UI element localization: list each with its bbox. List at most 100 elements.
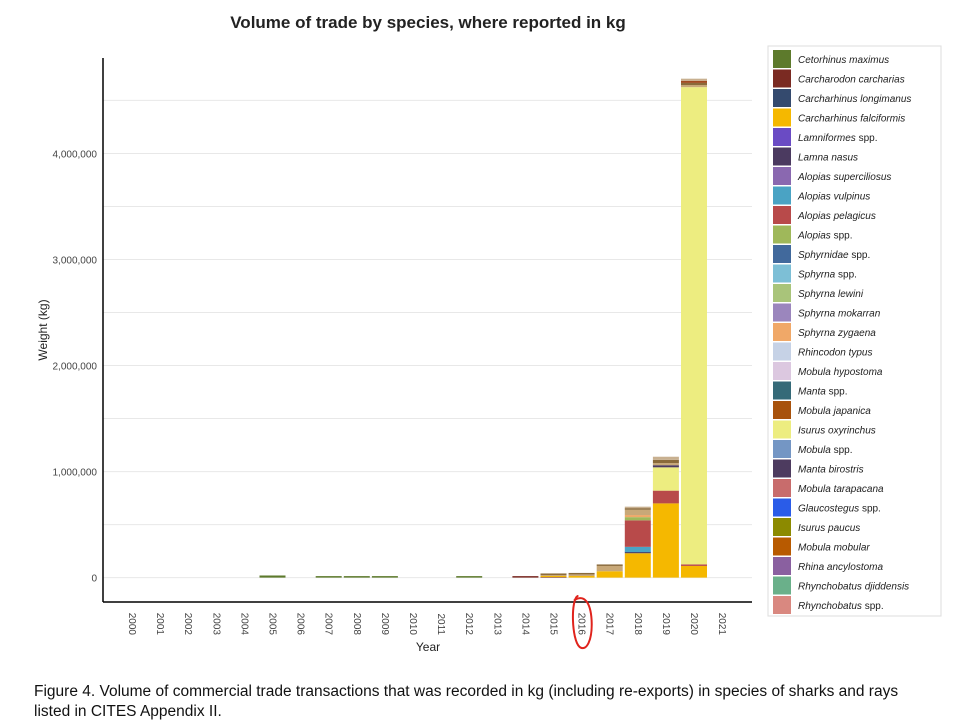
bar-segment — [456, 576, 483, 578]
bar-segment — [596, 571, 623, 578]
legend-label: Alopias superciliosus — [797, 172, 891, 183]
x-tick-label: 2005 — [267, 613, 278, 636]
legend-swatch — [773, 401, 791, 419]
legend-label: Alopias vulpinus — [797, 192, 870, 203]
x-tick-labels: 2000 2001 2002 2003 2004 2005 2006 2007 2008 2009… — [126, 613, 727, 636]
legend-label: Carcharhinus falciformis — [798, 114, 905, 125]
legend-swatch — [773, 225, 791, 244]
legend-swatch — [773, 381, 791, 400]
legend-swatch — [773, 420, 791, 439]
x-tick-label: 2021 — [716, 613, 727, 636]
bar-segment — [624, 506, 651, 509]
bars — [259, 78, 707, 578]
legend-label: Sphyrna spp. — [798, 270, 857, 281]
legend-swatch — [773, 245, 791, 263]
bar-segment — [568, 576, 595, 578]
legend-label: Mobula hypostoma — [798, 367, 883, 378]
bar-segment — [624, 508, 651, 510]
legend-swatch — [773, 537, 791, 556]
x-tick-label: 2019 — [660, 613, 671, 636]
legend-label: Mobula spp. — [798, 445, 852, 456]
x-tick-label: 2014 — [519, 613, 530, 636]
bar-segment — [568, 574, 595, 577]
bar-segment — [624, 517, 651, 521]
bar-segment — [652, 456, 679, 460]
legend-label: Lamna nasus — [798, 153, 858, 164]
bar-segment — [540, 575, 567, 578]
y-tick-label: 2,000,000 — [53, 362, 98, 373]
legend-swatch — [773, 498, 791, 517]
x-tick-label: 2000 — [126, 613, 137, 636]
bar-segment — [652, 467, 679, 491]
legend-label: Sphyrna lewini — [798, 289, 864, 300]
legend-label: Manta birostris — [798, 465, 864, 476]
x-axis-title: Year — [416, 640, 440, 654]
legend-swatch — [773, 147, 791, 166]
bar-segment — [568, 572, 595, 575]
bar-segment — [681, 565, 707, 578]
bar-segment — [371, 576, 398, 578]
x-tick-label: 2002 — [182, 613, 193, 636]
x-tick-label: 2012 — [463, 613, 474, 636]
bar-segment — [596, 564, 623, 566]
x-tick-label: 2008 — [351, 613, 362, 636]
legend-label: Manta spp. — [798, 387, 847, 398]
x-tick-label: 2003 — [210, 613, 221, 636]
legend-label: Rhincodon typus — [798, 348, 873, 359]
legend-label: Lamniformes spp. — [798, 133, 877, 144]
legend-label: Sphyrnidae spp. — [798, 250, 870, 261]
bar-segment — [624, 546, 651, 553]
legend-swatch — [773, 479, 791, 497]
legend-label: Glaucostegus spp. — [798, 504, 881, 515]
x-tick-label: 2018 — [632, 613, 643, 636]
legend-swatch — [773, 342, 791, 361]
legend-label: Alopias pelagicus — [797, 211, 876, 222]
annotation — [571, 595, 593, 650]
legend-label: Carcharodon carcharias — [798, 75, 905, 86]
legend-swatch — [773, 89, 791, 107]
x-tick-label: 2004 — [238, 613, 249, 636]
legend-swatch — [773, 167, 791, 185]
bar-segment — [624, 515, 651, 518]
legend: Cetorhinus maximus Carcharodon carcharias… — [767, 45, 942, 617]
bar-segment — [259, 575, 286, 578]
bar-segment — [624, 553, 651, 578]
axes — [102, 58, 752, 603]
bar-segment — [343, 576, 370, 578]
legend-label: Carcharhinus longimanus — [798, 94, 911, 105]
x-tick-label: 2017 — [604, 613, 615, 636]
legend-swatch — [773, 128, 791, 146]
y-tick-label: 4,000,000 — [53, 149, 98, 160]
legend-label: Isurus oxyrinchus — [798, 426, 876, 437]
x-tick-label: 2013 — [491, 613, 502, 636]
bar-segment — [512, 576, 539, 578]
legend-box — [767, 45, 942, 617]
legend-label: Isurus paucus — [798, 523, 860, 534]
legend-swatch — [773, 459, 791, 478]
bar-segment — [681, 564, 707, 566]
bar-segment — [681, 85, 707, 88]
x-tick-label: 2015 — [548, 613, 559, 636]
bar-segment — [681, 82, 707, 86]
legend-label: Rhynchobatus spp. — [798, 601, 884, 612]
gridlines — [103, 99, 752, 579]
bar-segment — [652, 465, 679, 468]
legend-swatch — [773, 264, 791, 283]
legend-label: Mobula mobular — [798, 543, 870, 554]
legend-swatch — [773, 362, 791, 380]
bar-segment — [315, 576, 342, 578]
legend-swatch — [773, 108, 791, 127]
legend-label: Cetorhinus maximus — [798, 55, 889, 66]
legend-swatch — [773, 284, 791, 302]
legend-swatch — [773, 557, 791, 575]
legend-label: Sphyrna zygaena — [798, 328, 876, 339]
y-tick-label: 3,000,000 — [53, 255, 98, 266]
bar-segment — [652, 503, 679, 578]
bar-segment — [540, 574, 567, 577]
bar-segment — [681, 80, 707, 83]
legend-swatch — [773, 576, 791, 595]
bar-segment — [681, 78, 707, 81]
bar-segment — [624, 520, 651, 547]
bar-segment — [652, 463, 679, 466]
